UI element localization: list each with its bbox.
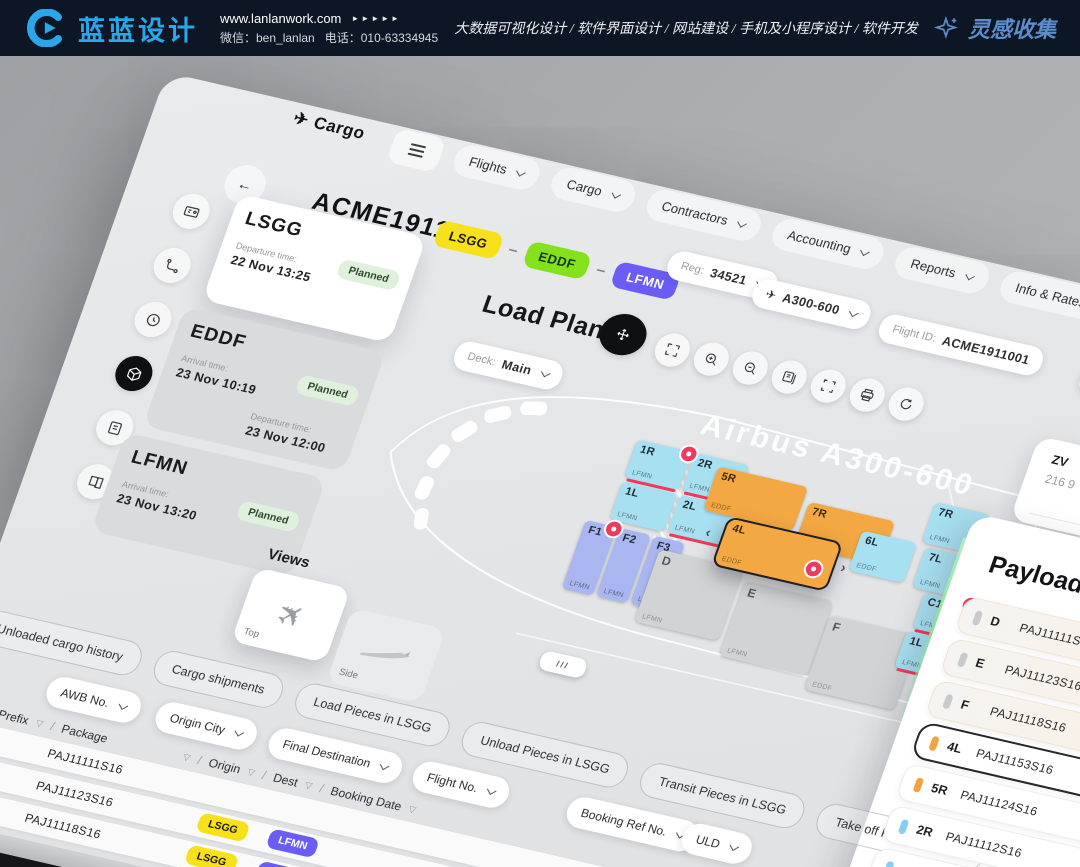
expand-icon (664, 343, 681, 358)
document-icon (107, 420, 122, 435)
status-dot (912, 776, 925, 793)
dest-tag: LFMN (265, 828, 321, 859)
plane-icon: ✈ (763, 287, 779, 303)
cockpit-windows (413, 401, 548, 530)
zoom-in-icon (705, 353, 716, 366)
fit-view-button[interactable] (650, 330, 695, 371)
ticket-icon (183, 205, 200, 218)
status-dot (942, 693, 954, 710)
origin-tag: LSGG (183, 844, 240, 867)
zoom-out-button[interactable] (728, 348, 773, 389)
route-icon (166, 258, 178, 273)
site-banner: 蓝蓝设计 www.lanlanwork.com ►►►►► 微信：ben_lan… (0, 0, 1080, 56)
refresh-icon (900, 398, 912, 410)
route-dash: – (594, 260, 609, 280)
cargo-box-icon (126, 366, 142, 381)
print-button[interactable] (844, 375, 890, 416)
plane-top-icon: ✈ (270, 593, 312, 637)
services-list: 大数据可视化设计 / 软件界面设计 / 网站建设 / 手机及小程序设计 / 软件… (454, 22, 918, 37)
sidebar-item-documents[interactable] (91, 406, 139, 449)
printer-icon (860, 388, 874, 402)
route-dash: – (506, 240, 521, 259)
arrows-decoration: ►►►►► (351, 13, 401, 23)
zoom-in-button[interactable] (689, 339, 734, 380)
status-dot (971, 609, 984, 626)
sidebar-item-history[interactable] (129, 298, 177, 341)
refresh-button[interactable] (883, 384, 929, 425)
frame-icon (820, 379, 836, 394)
view-side-button[interactable]: Side (326, 607, 446, 704)
select-frame-button[interactable] (805, 366, 851, 407)
inspiration-collect[interactable]: 灵感收集 (933, 12, 1056, 44)
mockup-stage: ✈ Cargo Flights Cargo Contractors Accountin… (0, 56, 1080, 867)
plane-side-icon (360, 651, 411, 659)
alert-badge (801, 557, 827, 581)
status-dot (897, 818, 910, 835)
status-dot (956, 651, 969, 668)
cargo-app-window: ✈ Cargo Flights Cargo Contractors Accountin… (0, 72, 1080, 867)
move-icon (617, 329, 629, 341)
sidebar-item-ticket[interactable] (167, 190, 215, 233)
sparkle-icon (933, 16, 959, 39)
origin-tag: LSGG (195, 812, 251, 843)
contact-block: www.lanlanwork.com ►►►►► 微信：ben_lanlan 电… (220, 11, 438, 46)
phone-label: 电话：010-63334945 (324, 30, 439, 45)
sidebar-item-cargo-active[interactable] (110, 352, 158, 395)
move-tool-button[interactable] (593, 309, 653, 360)
status-dot (928, 735, 941, 751)
pages-button[interactable] (767, 357, 812, 398)
sidebar-item-handbook[interactable] (71, 460, 120, 503)
sidebar-item-route[interactable] (148, 244, 196, 287)
book-icon (88, 475, 104, 489)
wechat-label: 微信：ben_lanlan (220, 30, 315, 45)
brand-name: 蓝蓝设计 (78, 15, 198, 46)
pages-icon (782, 371, 797, 385)
zoom-out-icon (744, 362, 755, 375)
dest-tag: LFMN (254, 860, 309, 867)
clock-icon (146, 313, 160, 326)
lanlan-logo-icon (24, 9, 64, 47)
status-dot (883, 860, 895, 867)
website-link[interactable]: www.lanlanwork.com (220, 10, 342, 26)
